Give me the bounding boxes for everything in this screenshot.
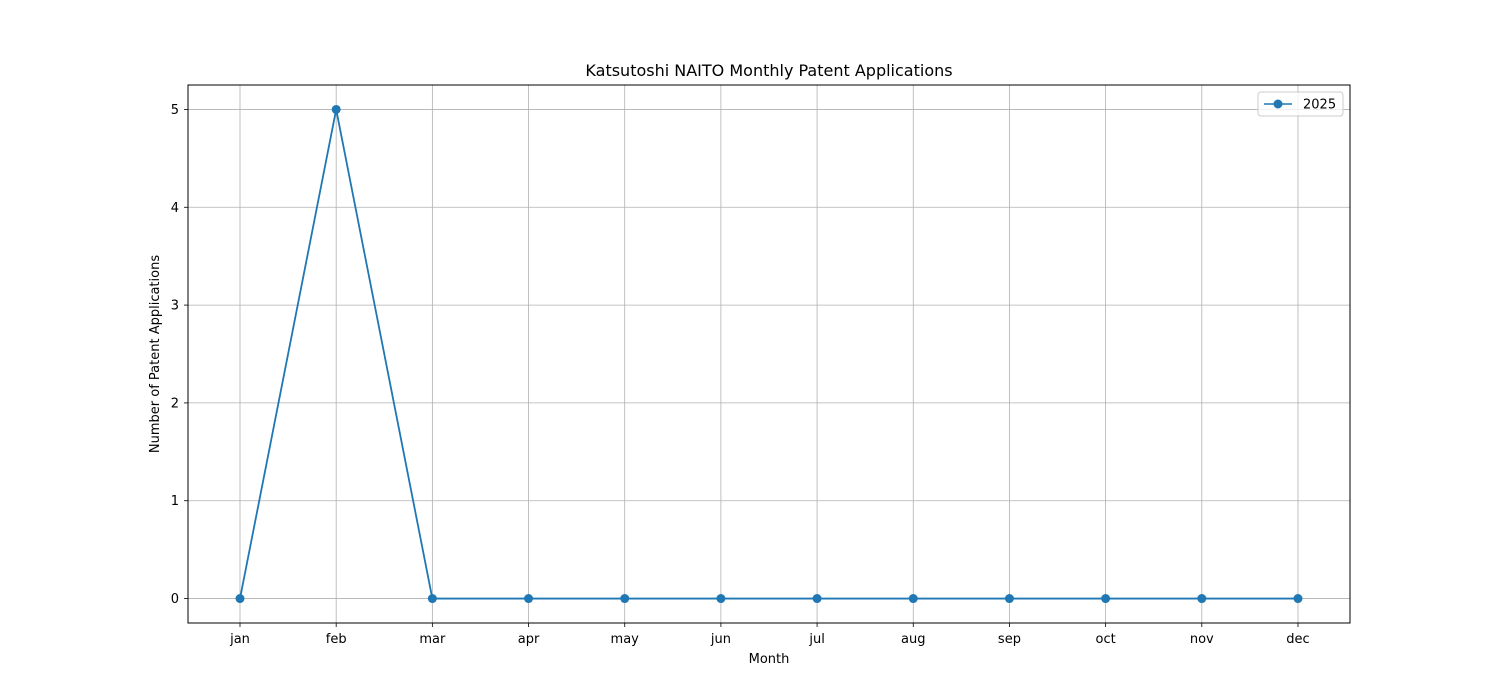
data-point — [236, 594, 245, 603]
x-tick-label: jul — [808, 632, 824, 647]
x-tick-label: nov — [1190, 632, 1214, 647]
x-tick-label: apr — [518, 632, 540, 647]
y-tick-label: 2 — [171, 396, 179, 411]
x-tick-label: aug — [901, 632, 925, 647]
chart-title: Katsutoshi NAITO Monthly Patent Applicat… — [585, 61, 952, 80]
x-tick-label: mar — [419, 632, 446, 647]
data-point — [1005, 594, 1014, 603]
data-point — [524, 594, 533, 603]
x-tick-label: oct — [1096, 632, 1116, 647]
y-tick-label: 3 — [171, 299, 179, 314]
x-tick-label: feb — [326, 632, 347, 647]
data-point — [813, 594, 822, 603]
y-tick-label: 0 — [171, 592, 179, 607]
legend-label: 2025 — [1303, 98, 1336, 113]
legend-marker — [1274, 100, 1283, 109]
data-point — [1293, 594, 1302, 603]
x-tick-label: jan — [229, 632, 250, 647]
x-tick-label: dec — [1286, 632, 1309, 647]
data-point — [716, 594, 725, 603]
y-tick-label: 5 — [171, 103, 179, 118]
data-point — [909, 594, 918, 603]
x-tick-label: may — [611, 632, 640, 647]
y-axis-label: Number of Patent Applications — [148, 255, 163, 453]
data-point — [620, 594, 629, 603]
x-axis-label: Month — [749, 652, 790, 667]
data-point — [332, 105, 341, 114]
x-tick-label: jun — [710, 632, 731, 647]
data-point — [1101, 594, 1110, 603]
legend: 2025 — [1258, 92, 1343, 116]
data-point — [428, 594, 437, 603]
y-tick-label: 1 — [171, 494, 179, 509]
data-point — [1197, 594, 1206, 603]
y-tick-label: 4 — [171, 201, 179, 216]
x-tick-label: sep — [998, 632, 1021, 647]
